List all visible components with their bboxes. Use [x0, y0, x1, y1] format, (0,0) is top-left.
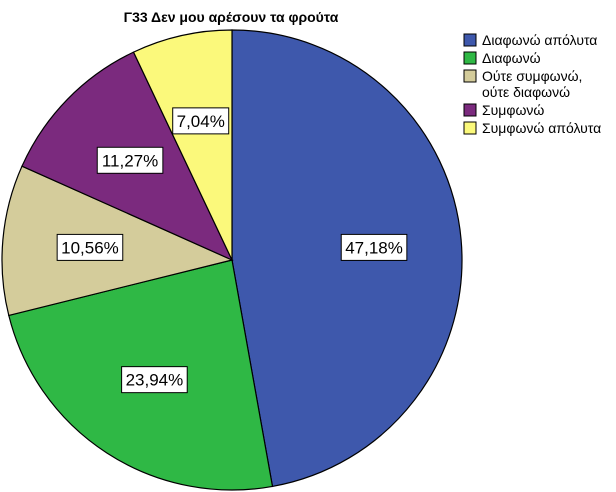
slice-label-5: 7,04% [172, 107, 230, 135]
slice-label-text: 7,04% [177, 112, 225, 131]
slice-label-box [172, 107, 230, 135]
slice-label-4: 11,27% [96, 146, 164, 174]
slice-label-box [340, 233, 408, 261]
slice-label-text: 11,27% [102, 151, 158, 170]
legend-label: Συμφωνώ απόλυτα [482, 120, 601, 136]
slice-label-3: 10,56% [56, 233, 124, 261]
pie-slice-5 [132, 29, 233, 261]
legend-item-2: Διαφωνώ [463, 50, 541, 66]
slice-label-text: 47,18% [345, 238, 403, 257]
legend-swatch [463, 103, 477, 117]
slice-labels: 47,18% 23,94% 10,56% 11,27% 7,04% [56, 107, 408, 394]
legend-swatch [463, 121, 477, 135]
slice-label-text: 23,94% [126, 371, 184, 390]
legend-swatch [463, 69, 477, 83]
legend-label: Ούτε συμφωνώ, [482, 68, 582, 84]
legend-label: Συμφωνώ [482, 102, 544, 118]
legend-item-5: Συμφωνώ απόλυτα [463, 120, 601, 136]
slice-label-box [121, 366, 188, 394]
slice-label-box [96, 146, 164, 174]
legend-label: Διαφωνώ απόλυτα [482, 32, 597, 48]
legend: Διαφωνώ απόλυτα Διαφωνώ Ούτε συμφωνώ,ούτε … [463, 32, 601, 136]
legend-swatch [463, 33, 477, 47]
slice-label-2: 23,94% [121, 366, 188, 394]
legend-item-1: Διαφωνώ απόλυτα [463, 32, 597, 48]
slice-label-1: 47,18% [340, 233, 408, 261]
slice-label-box [56, 233, 124, 261]
legend-item-4: Συμφωνώ [463, 102, 544, 118]
slice-label-text: 10,56% [61, 238, 119, 257]
legend-item-3: Ούτε συμφωνώ,ούτε διαφωνώ [463, 68, 582, 100]
legend-label: ούτε διαφωνώ [482, 84, 570, 100]
chart-title: Γ33 Δεν μου αρέσουν τα φρούτα [124, 9, 339, 25]
legend-swatch [463, 51, 477, 65]
legend-label: Διαφωνώ [482, 50, 541, 66]
